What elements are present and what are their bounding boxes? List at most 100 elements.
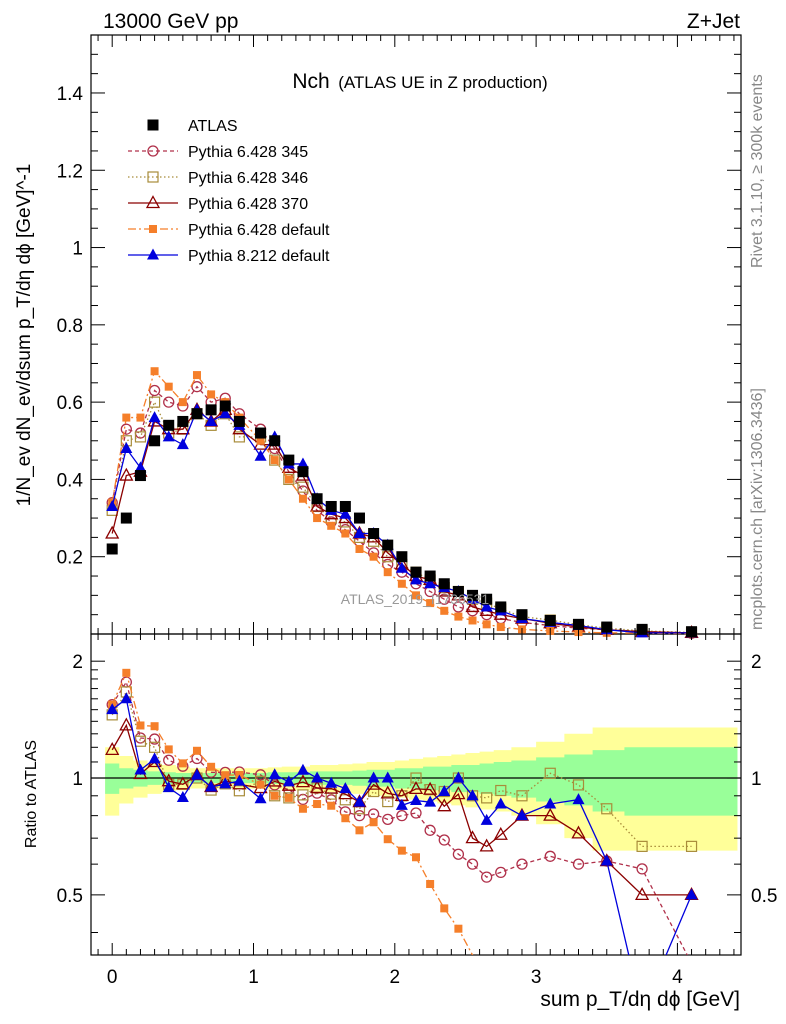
legend-label: Pythia 6.428 346 bbox=[188, 170, 308, 187]
axes-layer: 0 1 2 3 4 0.2 0.4 0.6 0.8 1 1.2 1.4 0.5 0.5 1 1 2 2 bbox=[57, 35, 777, 988]
pythia-6-428-345-ratio-point bbox=[452, 848, 465, 860]
pythia-6-428-default-point bbox=[178, 398, 187, 407]
pythia-6-428-345-point bbox=[134, 427, 147, 439]
atlas-point bbox=[481, 593, 493, 605]
pythia-6-428-default-point bbox=[412, 591, 420, 600]
atlas-point bbox=[544, 614, 556, 626]
pythia-8-212-default-point bbox=[339, 507, 352, 519]
pythia-6-428-346-point bbox=[134, 431, 147, 443]
pythia-6-428-default-ratio-point bbox=[207, 762, 216, 771]
pythia-8-212-default-ratio-point bbox=[176, 791, 189, 803]
pythia-6-428-default-ratio-point bbox=[412, 853, 420, 862]
legend-label: Pythia 6.428 default bbox=[188, 222, 330, 239]
atlas-point bbox=[205, 404, 217, 416]
atlas-point bbox=[424, 570, 436, 582]
mcplots-label: mcplots.cern.ch [arXiv:1306.3436] bbox=[749, 388, 766, 630]
pythia-8-212-default-point bbox=[148, 411, 161, 423]
pythia-6-428-346-point bbox=[283, 473, 295, 486]
atlas-point bbox=[410, 566, 422, 578]
legend-marker bbox=[149, 225, 157, 233]
pythia-6-428-370-ratio-line bbox=[111, 723, 692, 896]
y-tick-label: 0.8 bbox=[57, 316, 83, 337]
pythia-6-428-default-ratio-point bbox=[164, 745, 173, 754]
pythia-6-428-346-ratio-point bbox=[516, 790, 528, 802]
pythia-6-428-370-ratio-point bbox=[380, 785, 395, 799]
atlas-point bbox=[219, 400, 231, 412]
pythia-6-428-370-ratio-point bbox=[465, 830, 480, 844]
pythia-6-428-346-ratio-point bbox=[544, 767, 556, 779]
header-process: Z+Jet bbox=[687, 10, 740, 33]
pythia-6-428-default-line bbox=[111, 369, 692, 635]
pythia-8-212-default-line bbox=[111, 408, 692, 634]
pythia-6-428-345-ratio-point bbox=[572, 858, 585, 870]
pythia-6-428-370-ratio-point bbox=[437, 798, 452, 812]
atlas-point bbox=[255, 427, 267, 439]
legend-marker bbox=[147, 171, 159, 183]
pythia-6-428-346-ratio-point bbox=[572, 779, 585, 791]
pythia-8-212-default-ratio-point bbox=[572, 793, 585, 805]
y-tick-label: 1.4 bbox=[57, 84, 84, 105]
pythia-6-428-345-ratio-point bbox=[636, 863, 648, 875]
pythia-6-428-346-point bbox=[269, 454, 281, 466]
pythia-6-428-default-point bbox=[207, 390, 216, 399]
pythia-6-428-370-ratio-point bbox=[479, 838, 494, 852]
series-pythia-6-428-default bbox=[108, 367, 696, 955]
pythia-6-428-345-ratio-point bbox=[495, 866, 507, 879]
pythia-8-212-default-ratio-point bbox=[134, 763, 147, 775]
pythia-8-212-default-ratio-point bbox=[282, 775, 295, 787]
pythia-6-428-default-ratio-point bbox=[327, 801, 336, 810]
ratio-y-axis-label: Ratio to ATLAS bbox=[23, 740, 40, 848]
pythia-6-428-default-ratio-point bbox=[136, 721, 145, 730]
y-tick-label: 0.6 bbox=[57, 393, 83, 414]
pythia-6-428-370-ratio-point bbox=[423, 781, 438, 795]
series-pythia-6-428-345 bbox=[106, 381, 698, 955]
pythia-8-212-default-ratio-point bbox=[544, 797, 557, 809]
pythia-6-428-default-point bbox=[383, 568, 392, 577]
pythia-6-428-345-point bbox=[191, 381, 203, 393]
pythia-6-428-345-ratio-point bbox=[481, 871, 493, 883]
atlas-point bbox=[191, 408, 203, 420]
pythia-8-212-default-ratio-point bbox=[254, 792, 267, 804]
pythia-6-428-346-ratio-point bbox=[636, 840, 648, 852]
legend-item-pythia-6-428-default: Pythia 6.428 default bbox=[128, 222, 330, 239]
pythia-6-428-346-ratio-point bbox=[495, 784, 507, 797]
pythia-6-428-370-point bbox=[380, 544, 395, 558]
pythia-8-212-default-point bbox=[219, 407, 232, 419]
pythia-6-428-default-point bbox=[122, 413, 131, 422]
pythia-6-428-345-point bbox=[438, 593, 450, 605]
pythia-6-428-370-ratio-point bbox=[119, 717, 134, 731]
pythia-8-212-default-ratio-point bbox=[311, 771, 324, 783]
atlas-point bbox=[353, 512, 365, 524]
legend-marker bbox=[147, 145, 159, 157]
ratio-tick-label-right: 0.5 bbox=[751, 886, 777, 907]
x-tick-label: 0 bbox=[107, 967, 118, 988]
pythia-6-428-345-ratio-point bbox=[544, 850, 556, 862]
pythia-8-212-default-point bbox=[480, 600, 493, 612]
pythia-6-428-370-ratio-point bbox=[408, 781, 424, 795]
pythia-8-212-default-ratio-point bbox=[106, 703, 119, 715]
legend-item-pythia-8-212-default: Pythia 8.212 default bbox=[128, 248, 330, 265]
pythia-6-428-345-ratio-point bbox=[148, 733, 161, 745]
pythia-6-428-345-ratio-point bbox=[382, 813, 394, 826]
ratio-tick-label-right: 2 bbox=[751, 652, 762, 673]
pythia-6-428-345-point bbox=[452, 601, 465, 613]
atlas-point bbox=[311, 493, 323, 505]
pythia-8-212-default-ratio-point bbox=[480, 813, 493, 825]
plot-title-main: Nch bbox=[292, 70, 329, 93]
pythia-6-428-346-line bbox=[111, 400, 692, 634]
pythia-6-428-default-ratio-point bbox=[440, 904, 449, 913]
pythia-8-212-default-point bbox=[134, 461, 147, 473]
pythia-8-212-default-ratio-point bbox=[410, 794, 422, 806]
pythia-6-428-default-ratio-point bbox=[383, 835, 392, 844]
legend-marker bbox=[147, 248, 159, 260]
pythia-8-212-default-point bbox=[120, 442, 133, 454]
pythia-6-428-345-ratio-point bbox=[424, 824, 436, 836]
pythia-6-428-default-point bbox=[136, 413, 145, 422]
pythia-6-428-370-ratio-point bbox=[493, 826, 508, 840]
pythia-6-428-346-ratio-point bbox=[481, 792, 493, 804]
pythia-6-428-346-ratio-point bbox=[382, 795, 394, 808]
legend: ATLAS Pythia 6.428 345 Pythia 6.428 346 Pyt… bbox=[128, 118, 330, 265]
legend-label: Pythia 6.428 345 bbox=[188, 144, 308, 161]
pythia-8-212-default-ratio-point bbox=[381, 771, 394, 783]
